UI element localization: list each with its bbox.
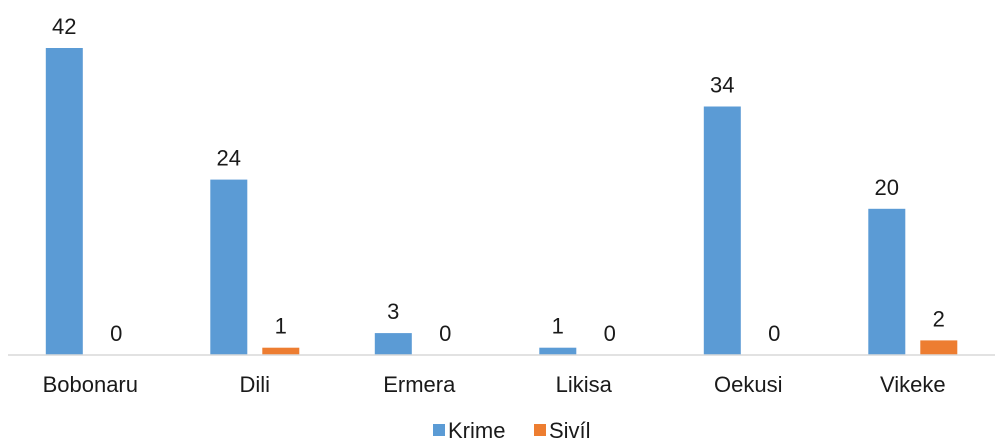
bar-sivil-vikeke <box>920 340 958 355</box>
bar-krime-ermera <box>374 333 412 355</box>
category-labels-group: Bobonaru Dili Ermera Likisa Oekusi Vikeke <box>43 372 946 397</box>
category-label-oekusi: Oekusi <box>714 372 782 397</box>
legend-label-sivil: Sivíl <box>549 418 591 443</box>
data-label-krime-bobonaru: 42 <box>52 14 76 39</box>
legend-label-krime: Krime <box>448 418 505 443</box>
legend: Krime Sivíl <box>433 418 591 443</box>
category-label-bobonaru: Bobonaru <box>43 372 138 397</box>
data-label-sivil-ermera: 0 <box>439 321 451 346</box>
bar-krime-likisa <box>539 347 577 355</box>
bar-krime-vikeke <box>868 208 906 355</box>
category-label-likisa: Likisa <box>556 372 613 397</box>
bar-sivil-dili <box>262 347 300 355</box>
data-label-krime-oekusi: 34 <box>710 73 734 98</box>
bar-krime-bobonaru <box>45 48 83 355</box>
value-labels-group: 42 0 24 1 3 0 1 0 34 0 20 2 <box>52 14 945 346</box>
data-label-krime-dili: 24 <box>217 146 241 171</box>
legend-swatch-sivil <box>534 424 546 436</box>
bars-group <box>45 48 958 355</box>
category-label-dili: Dili <box>240 372 271 397</box>
category-label-ermera: Ermera <box>383 372 456 397</box>
bar-krime-dili <box>210 179 248 355</box>
data-label-sivil-bobonaru: 0 <box>110 321 122 346</box>
data-label-sivil-likisa: 0 <box>604 321 616 346</box>
legend-swatch-krime <box>433 424 445 436</box>
category-label-vikeke: Vikeke <box>880 372 946 397</box>
data-label-krime-ermera: 3 <box>387 299 399 324</box>
data-label-krime-likisa: 1 <box>552 314 564 339</box>
data-label-sivil-dili: 1 <box>275 314 287 339</box>
data-label-sivil-oekusi: 0 <box>768 321 780 346</box>
data-label-krime-vikeke: 20 <box>875 175 899 200</box>
bar-krime-oekusi <box>703 106 741 355</box>
data-label-sivil-vikeke: 2 <box>933 306 945 331</box>
